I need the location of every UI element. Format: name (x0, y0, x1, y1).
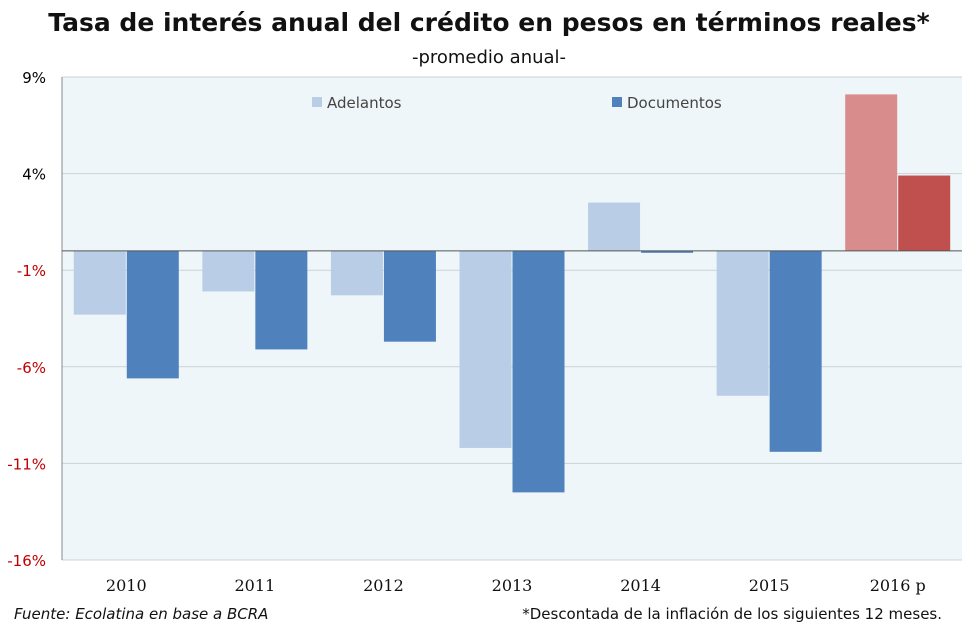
bar-documentos-2014 (641, 250, 694, 253)
footnote: *Descontada de la inflación de los sigui… (522, 605, 942, 623)
bar-adelantos-2011 (202, 250, 255, 292)
x-tick-label: 2015 (749, 576, 790, 595)
x-tick-label: 2011 (234, 576, 275, 595)
bar-adelantos-2013 (459, 250, 512, 448)
bar-adelantos-2010 (73, 250, 126, 315)
legend: Adelantos Documentos (312, 94, 722, 112)
legend-swatch (312, 97, 322, 107)
bar-documentos-2010 (126, 250, 179, 379)
y-tick-label: -16% (7, 552, 46, 570)
bars (73, 94, 951, 493)
y-axis-ticks: 9% 4% -1% -6% -11% -16% (7, 69, 46, 570)
x-tick-label: 2014 (620, 576, 661, 595)
chart-title: Tasa de interés anual del crédito en pes… (48, 8, 930, 37)
y-tick-label: 9% (22, 69, 46, 87)
legend-swatch (612, 97, 622, 107)
bar-documentos-2016-p (898, 175, 951, 251)
x-tick-label: 2016 p (870, 576, 926, 595)
legend-label: Documentos (627, 94, 722, 112)
y-tick-label: -11% (7, 455, 46, 473)
plot-area (62, 77, 962, 560)
bar-documentos-2012 (383, 250, 436, 342)
bar-adelantos-2016-p (845, 94, 898, 251)
y-tick-label: -1% (17, 262, 46, 280)
x-tick-label: 2013 (492, 576, 533, 595)
x-tick-label: 2012 (363, 576, 404, 595)
bar-adelantos-2015 (716, 250, 769, 396)
legend-label: Adelantos (327, 94, 402, 112)
bar-adelantos-2014 (588, 202, 641, 251)
y-tick-label: 4% (22, 166, 46, 184)
bar-documentos-2013 (512, 250, 565, 493)
y-tick-label: -6% (17, 359, 46, 377)
x-tick-label: 2010 (106, 576, 147, 595)
x-axis-ticks: 2010 2011 2012 2013 2014 2015 2016 p (106, 576, 926, 595)
bar-documentos-2011 (255, 250, 308, 350)
bar-documentos-2015 (769, 250, 822, 452)
bar-adelantos-2012 (330, 250, 383, 296)
chart-subtitle: -promedio anual- (411, 47, 567, 68)
source-note: Fuente: Ecolatina en base a BCRA (14, 605, 269, 623)
